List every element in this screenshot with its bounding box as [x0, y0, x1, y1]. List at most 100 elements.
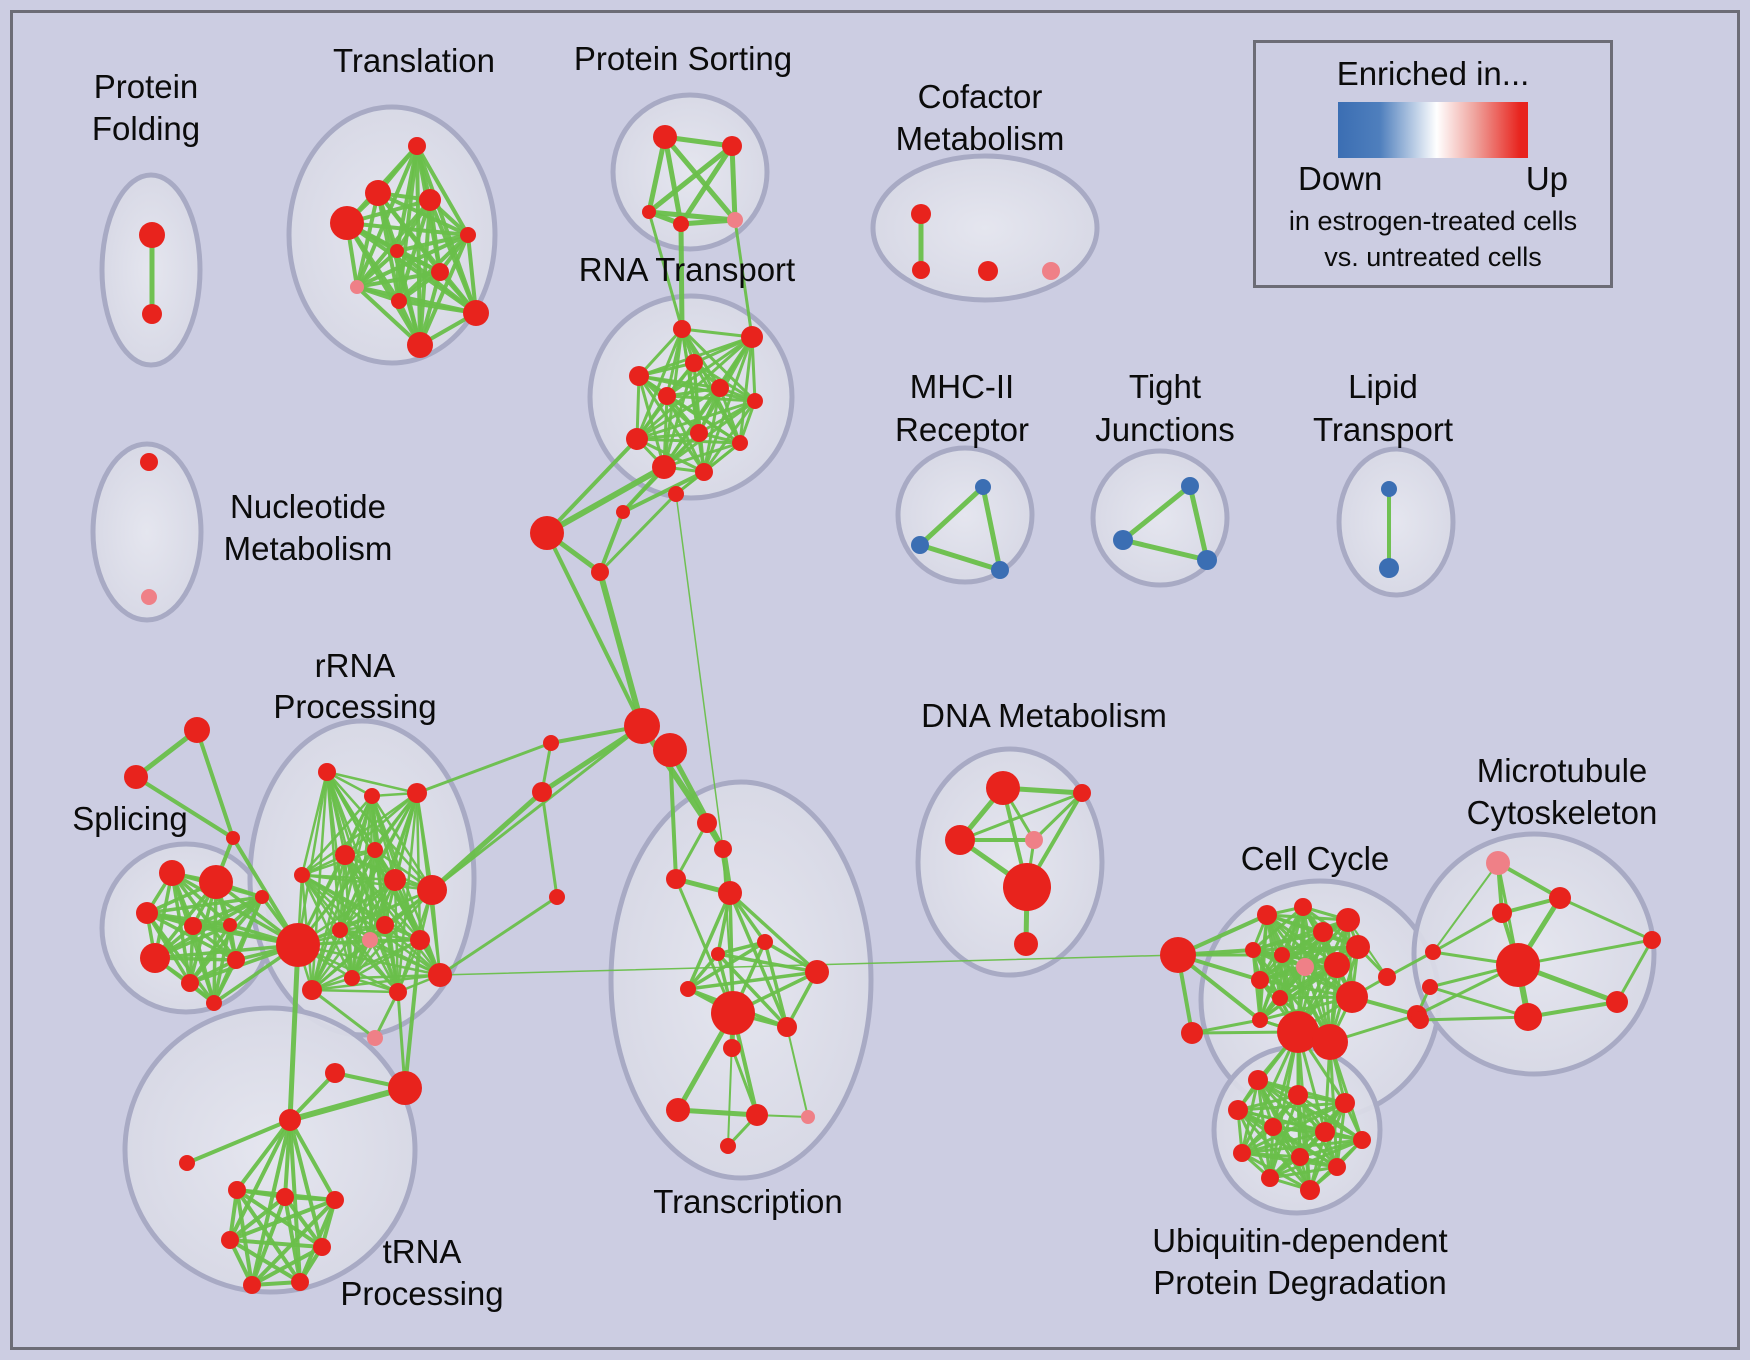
- node-ps5: [727, 212, 743, 228]
- node-CCb: [1160, 937, 1196, 973]
- edge-mt6-mt7: [1526, 1000, 1619, 1019]
- node-k3: [326, 1191, 344, 1209]
- node-tr12: [666, 1098, 690, 1122]
- node-cf3: [978, 261, 998, 281]
- node-u11: [1328, 1158, 1346, 1176]
- edge-A-E1: [545, 531, 644, 728]
- node-k5: [313, 1238, 331, 1256]
- node-tr9: [711, 991, 755, 1035]
- edge-r3-r5: [300, 791, 419, 877]
- edge-t8-t11: [355, 285, 422, 347]
- edge-th-k5: [288, 1118, 324, 1249]
- edge-ps2-ps3: [646, 143, 735, 215]
- node-pf2: [142, 304, 162, 324]
- edge-tj2-tj3: [1120, 537, 1210, 563]
- node-cf1: [911, 204, 931, 224]
- edge-mtp-mt3: [1432, 862, 1499, 953]
- cluster-cofactor-metabolism: [870, 153, 1100, 303]
- cluster-label-cell-cycle: Cell Cycle: [1241, 840, 1390, 877]
- edge-E1-r8: [430, 724, 644, 892]
- node-tr5: [757, 934, 773, 950]
- node-c1: [1257, 905, 1277, 925]
- node-t4: [330, 206, 364, 240]
- node-sp5: [223, 918, 237, 932]
- node-tr8: [805, 960, 829, 984]
- node-ps2: [722, 136, 742, 156]
- node-tj2: [1113, 530, 1133, 550]
- edge-rt1-rt3: [637, 327, 684, 378]
- node-nm1: [140, 453, 158, 471]
- cluster-mhc-ii-receptor: [895, 445, 1035, 585]
- edge-rt4-rt11: [662, 361, 696, 469]
- node-tj3: [1197, 550, 1217, 570]
- cluster-trna-processing: [122, 1005, 418, 1295]
- edge-t7-t8: [355, 270, 442, 289]
- legend-down-label: Down: [1298, 160, 1383, 197]
- legend-caption-line1: in estrogen-treated cells: [1288, 206, 1578, 236]
- edge-rt2-rt12: [702, 335, 754, 474]
- node-tr13: [746, 1104, 768, 1126]
- node-d3: [945, 825, 975, 855]
- edge-rt6-rt8: [635, 386, 722, 441]
- edge-ps4-rt1: [678, 221, 685, 332]
- edge-d2-d3: [958, 791, 1084, 842]
- edge-rt7-rt12: [702, 399, 757, 474]
- edge-u7-u8: [1240, 1138, 1364, 1155]
- edge-k2-k5: [283, 1195, 324, 1249]
- node-rt3: [629, 366, 649, 386]
- edge-E1-G: [539, 723, 645, 795]
- edge-r7-r15: [393, 878, 442, 977]
- node-m3: [991, 561, 1009, 579]
- node-u4: [1228, 1100, 1248, 1120]
- node-r4: [335, 845, 355, 865]
- edge-F-r3: [415, 741, 553, 795]
- edge-r1-r3: [325, 770, 419, 795]
- node-nm2: [141, 589, 157, 605]
- node-t1: [408, 137, 426, 155]
- node-r13: [344, 970, 360, 986]
- edge-m1-m2: [917, 484, 986, 548]
- node-r1: [318, 763, 336, 781]
- node-rt10: [732, 435, 748, 451]
- edge-G1-u10: [1268, 1030, 1300, 1180]
- legend-caption-line2: vs. untreated cells: [1324, 242, 1542, 272]
- edge-mt9-mt4: [1516, 938, 1654, 967]
- edge-th-k6: [250, 1118, 292, 1287]
- cluster-label-protein-folding: Protein Folding: [92, 68, 200, 147]
- edge-k3-k4: [228, 1198, 337, 1242]
- node-rt9: [690, 424, 708, 442]
- node-tl: [179, 1155, 195, 1171]
- node-tr7: [680, 981, 696, 997]
- cluster-label-rrna-processing: rRNA Processing: [273, 647, 436, 725]
- edge-tr4-tr7: [686, 891, 732, 991]
- node-rt6: [711, 379, 729, 397]
- node-r9: [332, 922, 348, 938]
- node-tr4: [718, 881, 742, 905]
- edge-r4-r16: [343, 853, 372, 942]
- edge-c6-c9: [1280, 945, 1360, 957]
- node-A: [530, 516, 564, 550]
- edge-r15-r16: [368, 938, 442, 977]
- node-d5: [1003, 863, 1051, 911]
- node-c6: [1274, 947, 1290, 963]
- edge-tr6-tr8: [716, 952, 819, 974]
- node-u2: [1288, 1085, 1308, 1105]
- edge-r17-r12: [310, 988, 377, 1040]
- node-r5: [294, 867, 310, 883]
- node-tr15: [720, 1138, 736, 1154]
- edge-sp7-sp9: [188, 895, 264, 985]
- node-rt8: [626, 428, 648, 450]
- node-sp9: [255, 890, 269, 904]
- node-c14: [1378, 968, 1396, 986]
- legend: Enriched in... Down Up in estrogen-treat…: [1253, 40, 1613, 288]
- edge-th-k7: [288, 1118, 302, 1284]
- edge-r5-r11: [300, 873, 422, 942]
- edge-sp9-sp10: [212, 895, 264, 1005]
- node-m2: [911, 536, 929, 554]
- node-HB: [276, 923, 320, 967]
- node-c7: [1296, 958, 1314, 976]
- node-tj1: [1181, 477, 1199, 495]
- node-r11: [410, 930, 430, 950]
